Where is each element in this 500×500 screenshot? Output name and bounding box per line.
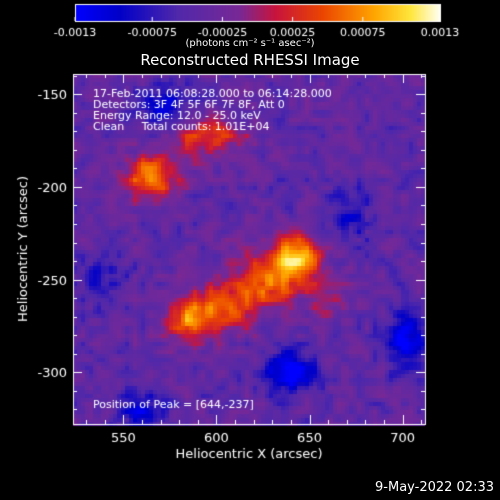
colorbar-units: (photons cm⁻² s⁻¹ asec⁻²) xyxy=(185,38,315,49)
chart-title: Reconstructed RHESSI Image xyxy=(140,51,360,69)
timestamp-footer: 9-May-2022 02:33 xyxy=(375,480,494,495)
